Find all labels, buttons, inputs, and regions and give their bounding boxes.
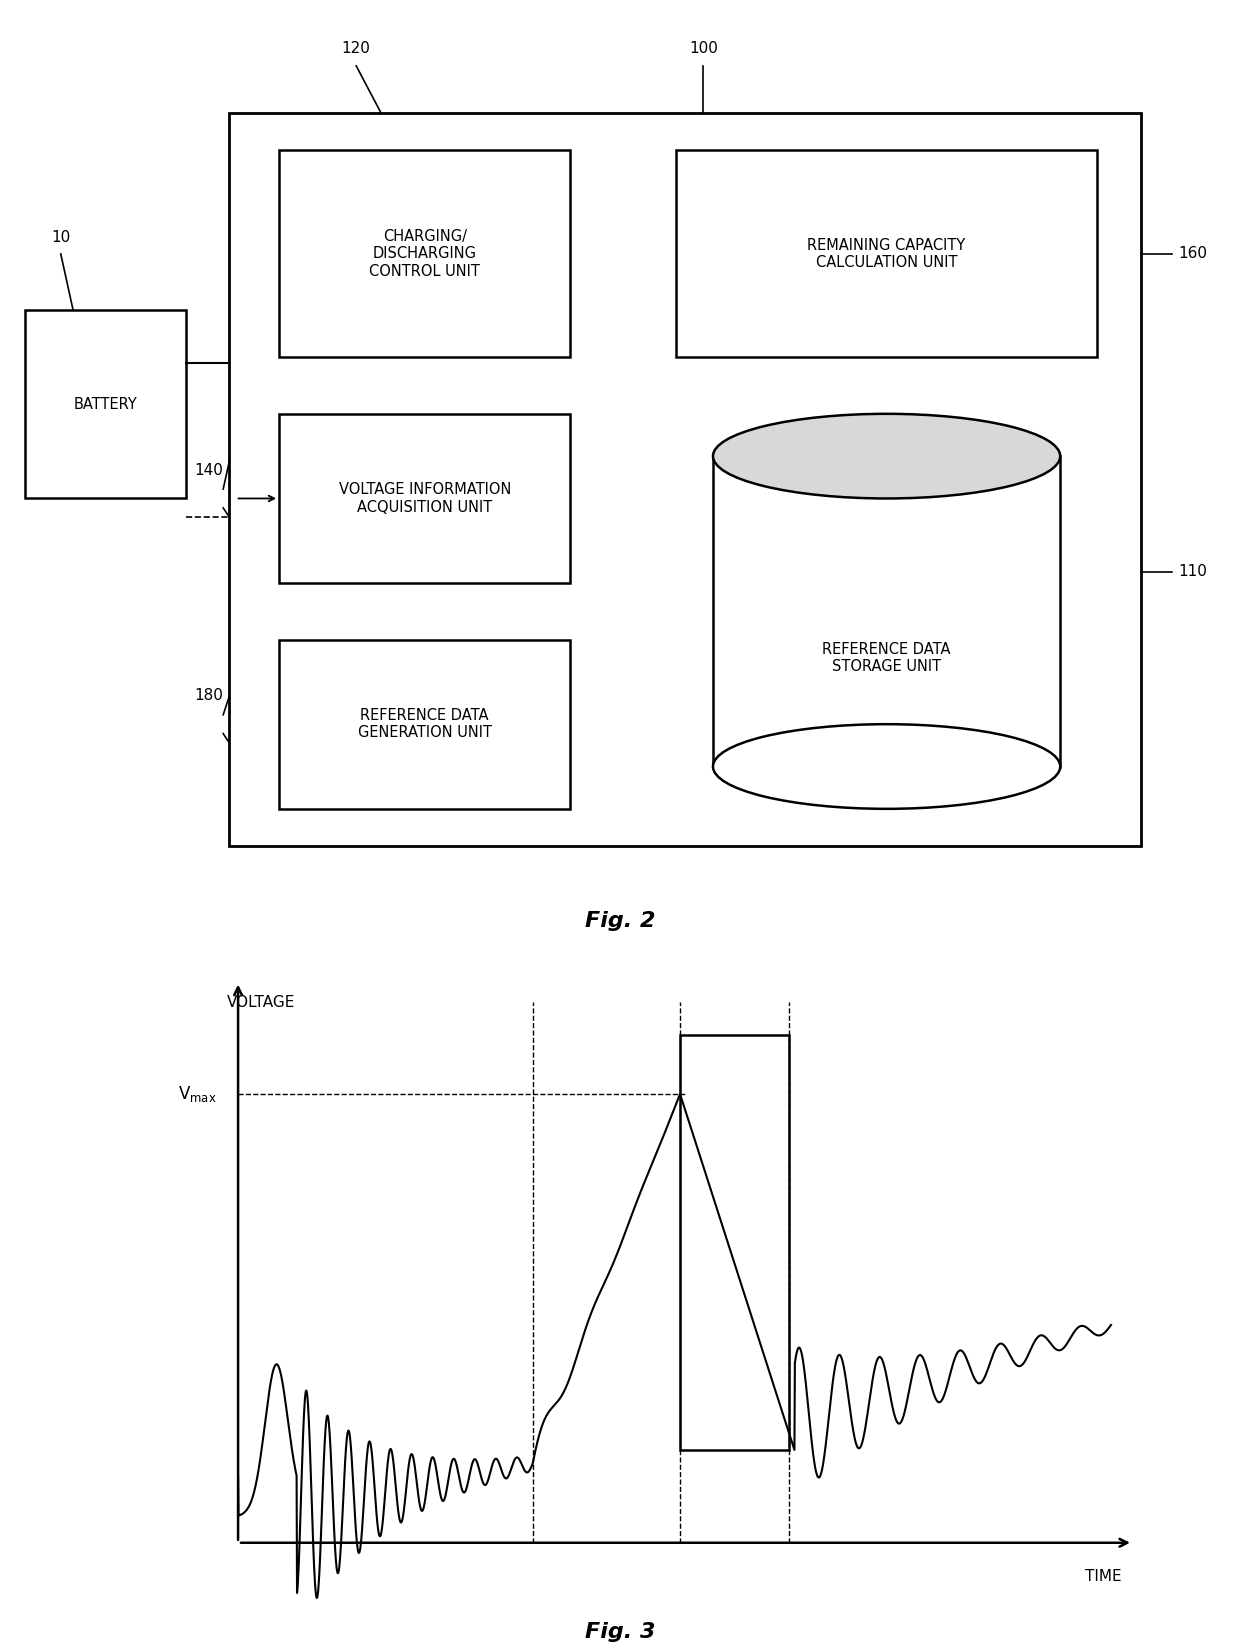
Text: 100: 100 — [689, 41, 718, 56]
Text: CHARGING/
DISCHARGING
CONTROL UNIT: CHARGING/ DISCHARGING CONTROL UNIT — [370, 229, 480, 279]
Bar — [229, 112, 1141, 846]
Ellipse shape — [713, 724, 1060, 808]
Text: 120: 120 — [342, 41, 371, 56]
Bar — [676, 150, 1097, 358]
Text: 160: 160 — [1178, 246, 1207, 261]
Bar — [279, 414, 570, 582]
Text: REFERENCE DATA
STORAGE UNIT: REFERENCE DATA STORAGE UNIT — [822, 642, 951, 675]
Text: Fig. 2: Fig. 2 — [585, 911, 655, 931]
Bar — [713, 455, 1060, 767]
Text: 10: 10 — [51, 229, 71, 244]
Text: BATTERY: BATTERY — [73, 398, 138, 412]
Bar — [680, 1035, 789, 1450]
Ellipse shape — [713, 414, 1060, 498]
Bar — [25, 310, 186, 498]
Text: VOLTAGE INFORMATION
ACQUISITION UNIT: VOLTAGE INFORMATION ACQUISITION UNIT — [339, 482, 511, 515]
Text: VOLTAGE: VOLTAGE — [227, 995, 295, 1010]
Text: Fig. 3: Fig. 3 — [585, 1622, 655, 1642]
Text: 110: 110 — [1178, 564, 1207, 579]
Text: TIME: TIME — [1085, 1569, 1122, 1584]
Text: REFERENCE DATA
GENERATION UNIT: REFERENCE DATA GENERATION UNIT — [357, 708, 492, 741]
Bar — [279, 150, 570, 358]
Text: REMAINING CAPACITY
CALCULATION UNIT: REMAINING CAPACITY CALCULATION UNIT — [807, 238, 966, 271]
Text: 180: 180 — [195, 688, 223, 703]
Bar — [279, 640, 570, 808]
Text: 140: 140 — [195, 462, 223, 478]
Text: V$_{\mathregular{max}}$: V$_{\mathregular{max}}$ — [177, 1084, 216, 1104]
